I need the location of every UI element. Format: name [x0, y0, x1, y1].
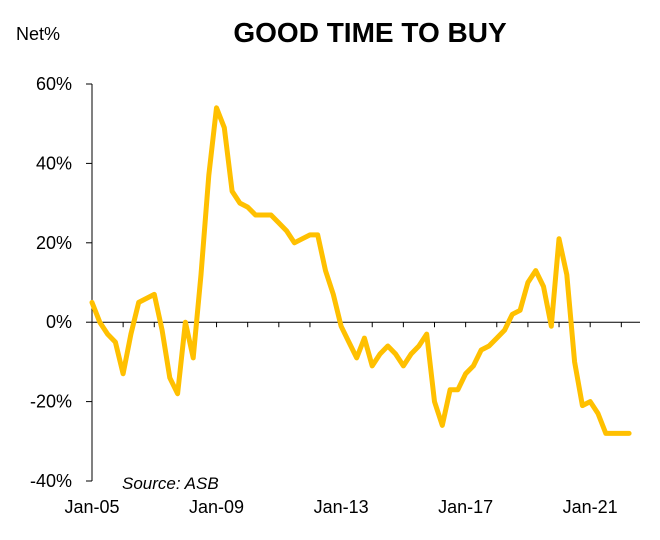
- y-axis-label: Net%: [16, 24, 60, 44]
- x-tick-label: Jan-13: [314, 497, 369, 517]
- series-lines: [89, 105, 632, 436]
- x-tick-labels: Jan-05 Jan-09 Jan-13 Jan-17 Jan-21: [64, 497, 617, 517]
- y-tick-labels: 60% 40% 20% 0% -20% -40%: [30, 74, 72, 491]
- source-note: Source: ASB: [122, 474, 219, 493]
- y-tick-label: 40%: [36, 153, 72, 173]
- x-tick-label: Jan-05: [64, 497, 119, 517]
- y-tick-label: -40%: [30, 471, 72, 491]
- x-tick-label: Jan-09: [189, 497, 244, 517]
- y-tick-label: -20%: [30, 392, 72, 412]
- y-tick-label: 60%: [36, 74, 72, 94]
- chart-title: GOOD TIME TO BUY: [233, 17, 507, 48]
- series-line: [89, 105, 632, 436]
- x-tick-label: Jan-17: [438, 497, 493, 517]
- y-tick-label: 20%: [36, 233, 72, 253]
- x-tick-label: Jan-21: [563, 497, 618, 517]
- y-tick-label: 0%: [46, 312, 72, 332]
